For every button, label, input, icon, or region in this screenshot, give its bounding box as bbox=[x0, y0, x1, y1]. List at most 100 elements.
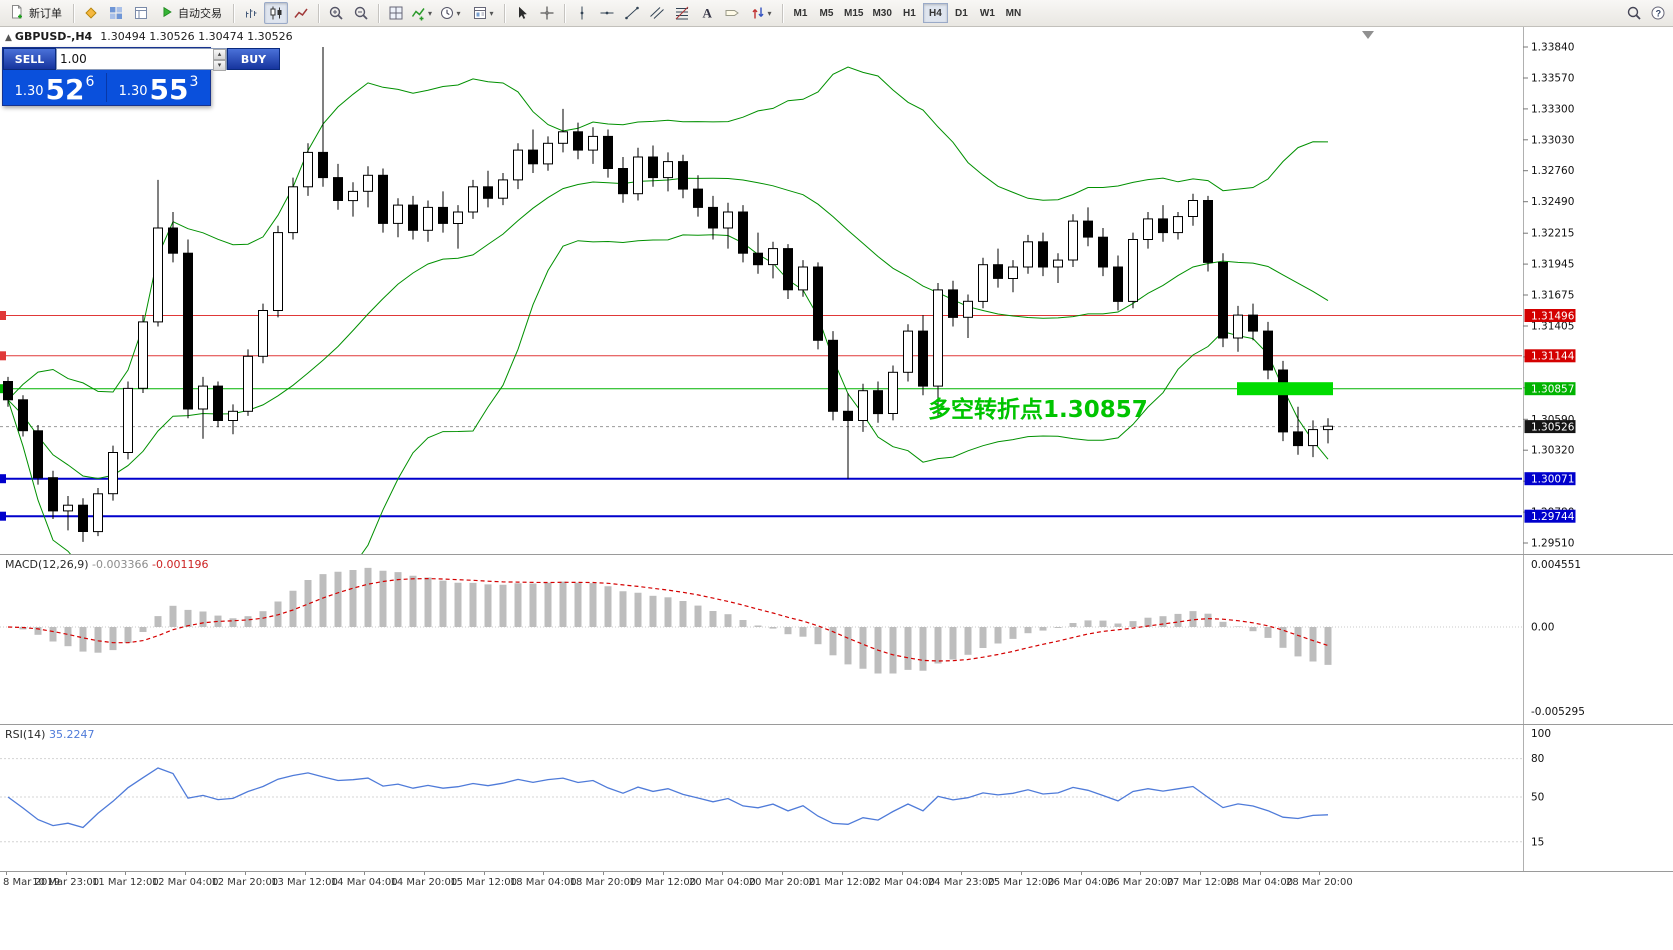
time-label: 22 Mar 04:00 bbox=[868, 877, 935, 888]
rsi-panel[interactable]: 100 80 50 15 RSI(14) 35.2247 bbox=[0, 725, 1673, 871]
time-tick bbox=[6, 872, 7, 875]
metaquotes-diamond-icon[interactable] bbox=[79, 2, 103, 24]
auto-trading-button[interactable]: 自动交易 bbox=[154, 2, 228, 24]
candlestick-chart-icon[interactable] bbox=[264, 2, 288, 24]
rsi-line bbox=[7, 767, 1329, 829]
annotation-text[interactable]: 多空转折点1.30857 bbox=[928, 396, 1148, 423]
zoom-in-icon[interactable] bbox=[324, 2, 348, 24]
time-label: 14 Mar 20:00 bbox=[390, 877, 458, 888]
charts-grid-icon[interactable] bbox=[104, 2, 128, 24]
main-chart-canvas[interactable]: 多空转折点1.30857 1.33840 1.33570 1.33300 1.33030… bbox=[0, 27, 1673, 612]
volume-input[interactable] bbox=[57, 49, 213, 69]
scroll-position-marker[interactable] bbox=[1362, 31, 1374, 39]
trendline-icon[interactable] bbox=[620, 2, 644, 24]
collapse-icon[interactable]: ▲ bbox=[5, 33, 12, 43]
timeframe-d1-button[interactable]: D1 bbox=[949, 3, 974, 23]
text-label-icon[interactable] bbox=[720, 2, 744, 24]
panel-separator[interactable] bbox=[0, 871, 1673, 872]
timeframe-m1-button[interactable]: M1 bbox=[788, 3, 813, 23]
time-tick bbox=[483, 872, 485, 875]
vertical-line-icon[interactable] bbox=[570, 2, 594, 24]
macd-canvas[interactable]: 0.004551 0.00 -0.005295 MACD(12,26,9) -0.00… bbox=[0, 555, 1673, 724]
bar-chart-icon[interactable] bbox=[239, 2, 263, 24]
auto-trading-play-icon bbox=[160, 5, 174, 22]
bollinger-upper-band[interactable] bbox=[7, 66, 1329, 401]
sell-button[interactable]: SELL bbox=[3, 48, 56, 70]
svg-text:?: ? bbox=[1656, 9, 1662, 19]
timeframe-h4-button[interactable]: H4 bbox=[922, 3, 948, 23]
time-tick bbox=[125, 872, 127, 875]
line-chart-icon[interactable] bbox=[289, 2, 313, 24]
chart-ohlc-values: 1.30494 1.30526 1.30474 1.30526 bbox=[100, 30, 293, 43]
rsi-axis-label: 100 bbox=[1531, 728, 1551, 740]
time-tick bbox=[1259, 872, 1261, 875]
tile-windows-icon[interactable] bbox=[384, 2, 408, 24]
candles bbox=[3, 47, 1333, 542]
new-order-icon bbox=[9, 4, 25, 23]
templates-icon[interactable]: ▾ bbox=[467, 2, 499, 24]
data-window-icon[interactable] bbox=[129, 2, 153, 24]
timeframe-m15-button[interactable]: M15 bbox=[840, 3, 867, 23]
volume-increase-button[interactable]: ▴ bbox=[213, 49, 226, 60]
time-label: 12 Mar 04:00 bbox=[151, 877, 219, 888]
time-label: 25 Mar 12:00 bbox=[987, 877, 1055, 888]
price-tick-label: 1.33570 bbox=[1531, 73, 1574, 85]
buy-button[interactable]: BUY bbox=[227, 48, 280, 70]
time-label: 24 Mar 23:00 bbox=[927, 877, 995, 888]
ask-big-digits: 55 bbox=[149, 73, 189, 106]
ask-price-display: 1.30 55 3 bbox=[107, 70, 210, 105]
price-tick-label: 1.33840 bbox=[1531, 42, 1574, 54]
time-label: 10 Mar 23:00 bbox=[32, 877, 100, 888]
toolbar-separator bbox=[73, 3, 74, 23]
hline-left-tag bbox=[0, 511, 6, 521]
bollinger-middle-band[interactable] bbox=[7, 177, 1329, 480]
timeframe-w1-button[interactable]: W1 bbox=[975, 3, 1000, 23]
timeframe-mn-button[interactable]: MN bbox=[1001, 3, 1026, 23]
volume-spinner: ▴ ▾ bbox=[56, 48, 227, 71]
toolbar-separator bbox=[378, 3, 379, 23]
time-tick bbox=[423, 872, 425, 875]
timeframe-m30-button[interactable]: M30 bbox=[868, 3, 895, 23]
macd-panel[interactable]: 0.004551 0.00 -0.005295 MACD(12,26,9) -0.00… bbox=[0, 555, 1673, 724]
panel-separator[interactable] bbox=[0, 554, 1673, 555]
horizontal-line-icon[interactable] bbox=[595, 2, 619, 24]
cursor-arrow-icon[interactable] bbox=[510, 2, 534, 24]
arrow-objects-icon[interactable]: ▾ bbox=[745, 2, 777, 24]
timeframe-h1-button[interactable]: H1 bbox=[897, 3, 922, 23]
help-icon[interactable]: ? bbox=[1646, 2, 1670, 24]
new-order-button[interactable]: 新订单 bbox=[3, 2, 68, 24]
crosshair-icon[interactable] bbox=[535, 2, 559, 24]
volume-decrease-button[interactable]: ▾ bbox=[213, 60, 226, 71]
chevron-down-icon: ▾ bbox=[489, 8, 494, 18]
rsi-canvas[interactable]: 100 80 50 15 RSI(14) 35.2247 bbox=[0, 725, 1673, 871]
text-icon[interactable]: A bbox=[695, 2, 719, 24]
fibonacci-retracement-icon[interactable] bbox=[670, 2, 694, 24]
time-label: 12 Mar 20:00 bbox=[211, 877, 279, 888]
price-tick-label: 1.32490 bbox=[1531, 196, 1574, 208]
time-label: 18 Mar 04:00 bbox=[509, 877, 577, 888]
time-tick bbox=[65, 872, 67, 875]
highlight-box[interactable] bbox=[1237, 382, 1333, 396]
price-axis[interactable]: 1.33840 1.33570 1.33300 1.33030 1.32760 1.324… bbox=[1523, 27, 1576, 554]
time-label: 13 Mar 12:00 bbox=[271, 877, 338, 888]
rsi-axis-label: 15 bbox=[1531, 836, 1544, 848]
macd-label: MACD(12,26,9) -0.003366 -0.001196 bbox=[5, 558, 208, 571]
time-label: 27 Mar 12:00 bbox=[1166, 877, 1234, 888]
zoom-out-icon[interactable] bbox=[349, 2, 373, 24]
main-chart-panel[interactable]: 多空转折点1.30857 1.33840 1.33570 1.33300 1.33030… bbox=[0, 27, 1673, 612]
equidistant-channel-icon[interactable] bbox=[645, 2, 669, 24]
timeframe-m5-button[interactable]: M5 bbox=[814, 3, 839, 23]
new-order-label: 新订单 bbox=[29, 8, 62, 20]
price-tag bbox=[1524, 382, 1576, 396]
price-tag-label: 1.31496 bbox=[1531, 310, 1575, 322]
time-tick bbox=[603, 872, 604, 875]
indicators-add-icon[interactable]: ▾ bbox=[409, 2, 433, 24]
toolbar-separator bbox=[233, 3, 234, 23]
time-label: 8 Mar 2019 bbox=[3, 877, 61, 888]
search-icon[interactable] bbox=[1622, 2, 1646, 24]
periods-clock-icon[interactable]: ▾ bbox=[434, 2, 466, 24]
time-axis[interactable]: 8 Mar 2019 10 Mar 23:00 11 Mar 12:00 12 Mar… bbox=[0, 872, 1673, 950]
chart-title: ▲ GBPUSD-,H4 1.30494 1.30526 1.30474 1.305… bbox=[5, 30, 293, 43]
panel-separator[interactable] bbox=[0, 724, 1673, 725]
